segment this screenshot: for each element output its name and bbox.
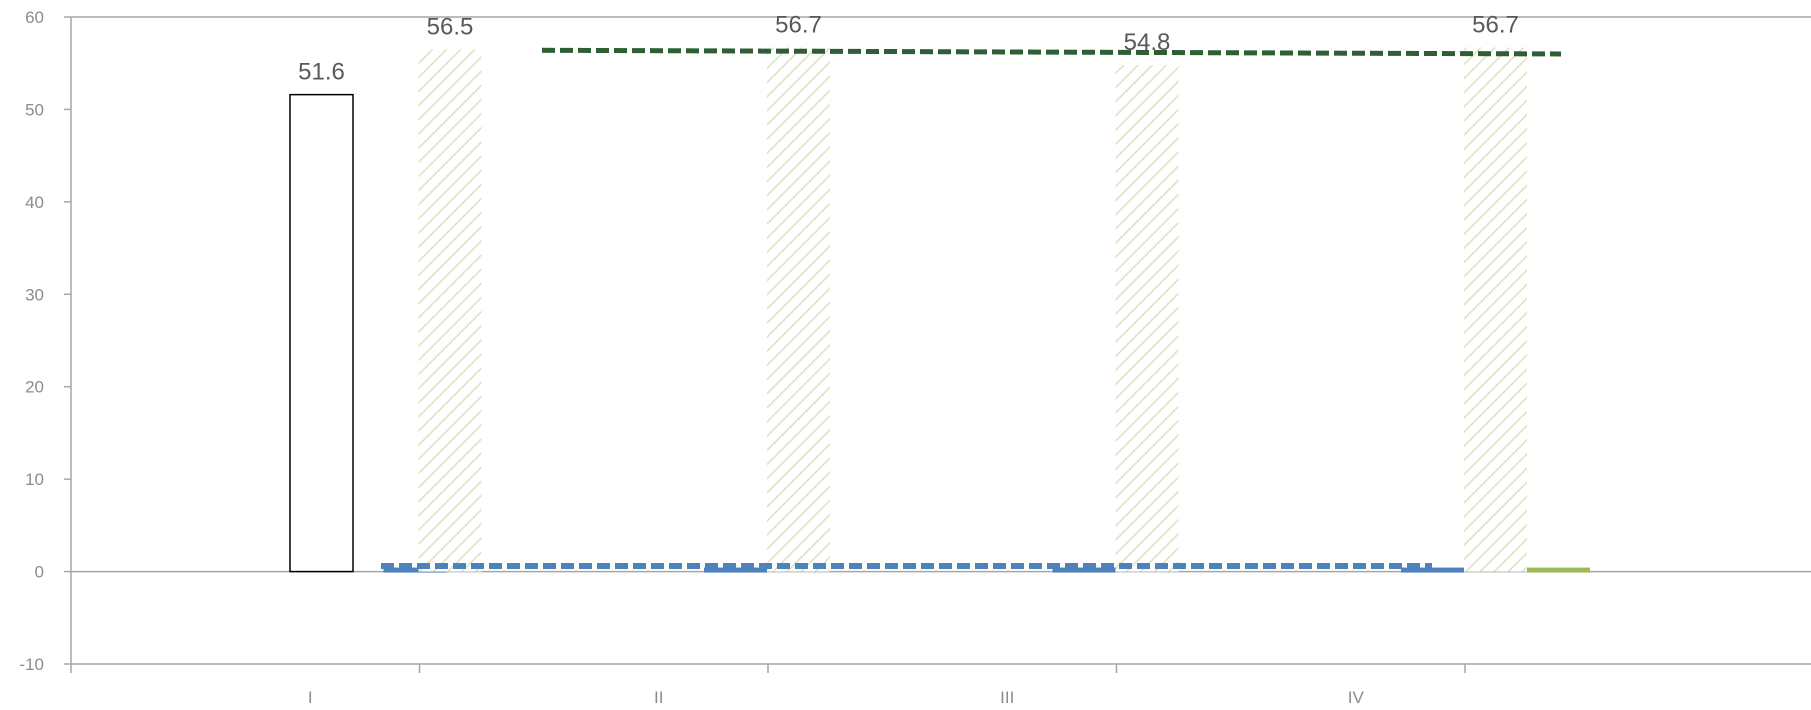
- bar-blue: [704, 567, 767, 573]
- y-tick-label: 30: [25, 285, 44, 304]
- bar-blue: [383, 567, 447, 573]
- y-tick-label: 50: [25, 100, 44, 119]
- y-tick-label: 40: [25, 193, 44, 212]
- data-label: 56.7: [775, 12, 822, 39]
- bar-hatched: [418, 49, 482, 572]
- data-label: 54.8: [1124, 29, 1171, 56]
- bar-blue: [1401, 567, 1464, 573]
- y-tick-label: 0: [35, 563, 44, 582]
- bar-hatched: [767, 47, 830, 572]
- x-tick-label: I: [308, 688, 313, 707]
- data-label: 51.6: [298, 59, 345, 86]
- y-tick-label: 20: [25, 378, 44, 397]
- bar-hatched: [1115, 65, 1179, 572]
- bar-green: [1527, 567, 1590, 573]
- x-tick-label: II: [654, 688, 663, 707]
- data-label: 56.7: [1472, 12, 1519, 39]
- y-tick-label: 10: [25, 470, 44, 489]
- series-line-dark-green: [541, 47, 1562, 57]
- series-lines: [381, 47, 1562, 570]
- y-tick-label: 60: [25, 8, 44, 27]
- bar-outline: [289, 93, 354, 573]
- bar-hatched: [1464, 47, 1527, 572]
- bars: [289, 47, 1590, 573]
- data-labels: 51.6 56.5 56.7 54.8 56.7: [298, 12, 1519, 86]
- y-tick-label: -10: [19, 655, 44, 674]
- data-label: 56.5: [427, 13, 474, 40]
- bar-blue: [1052, 567, 1116, 573]
- x-tick-label: IV: [1348, 688, 1365, 707]
- x-tick-label: III: [1000, 688, 1014, 707]
